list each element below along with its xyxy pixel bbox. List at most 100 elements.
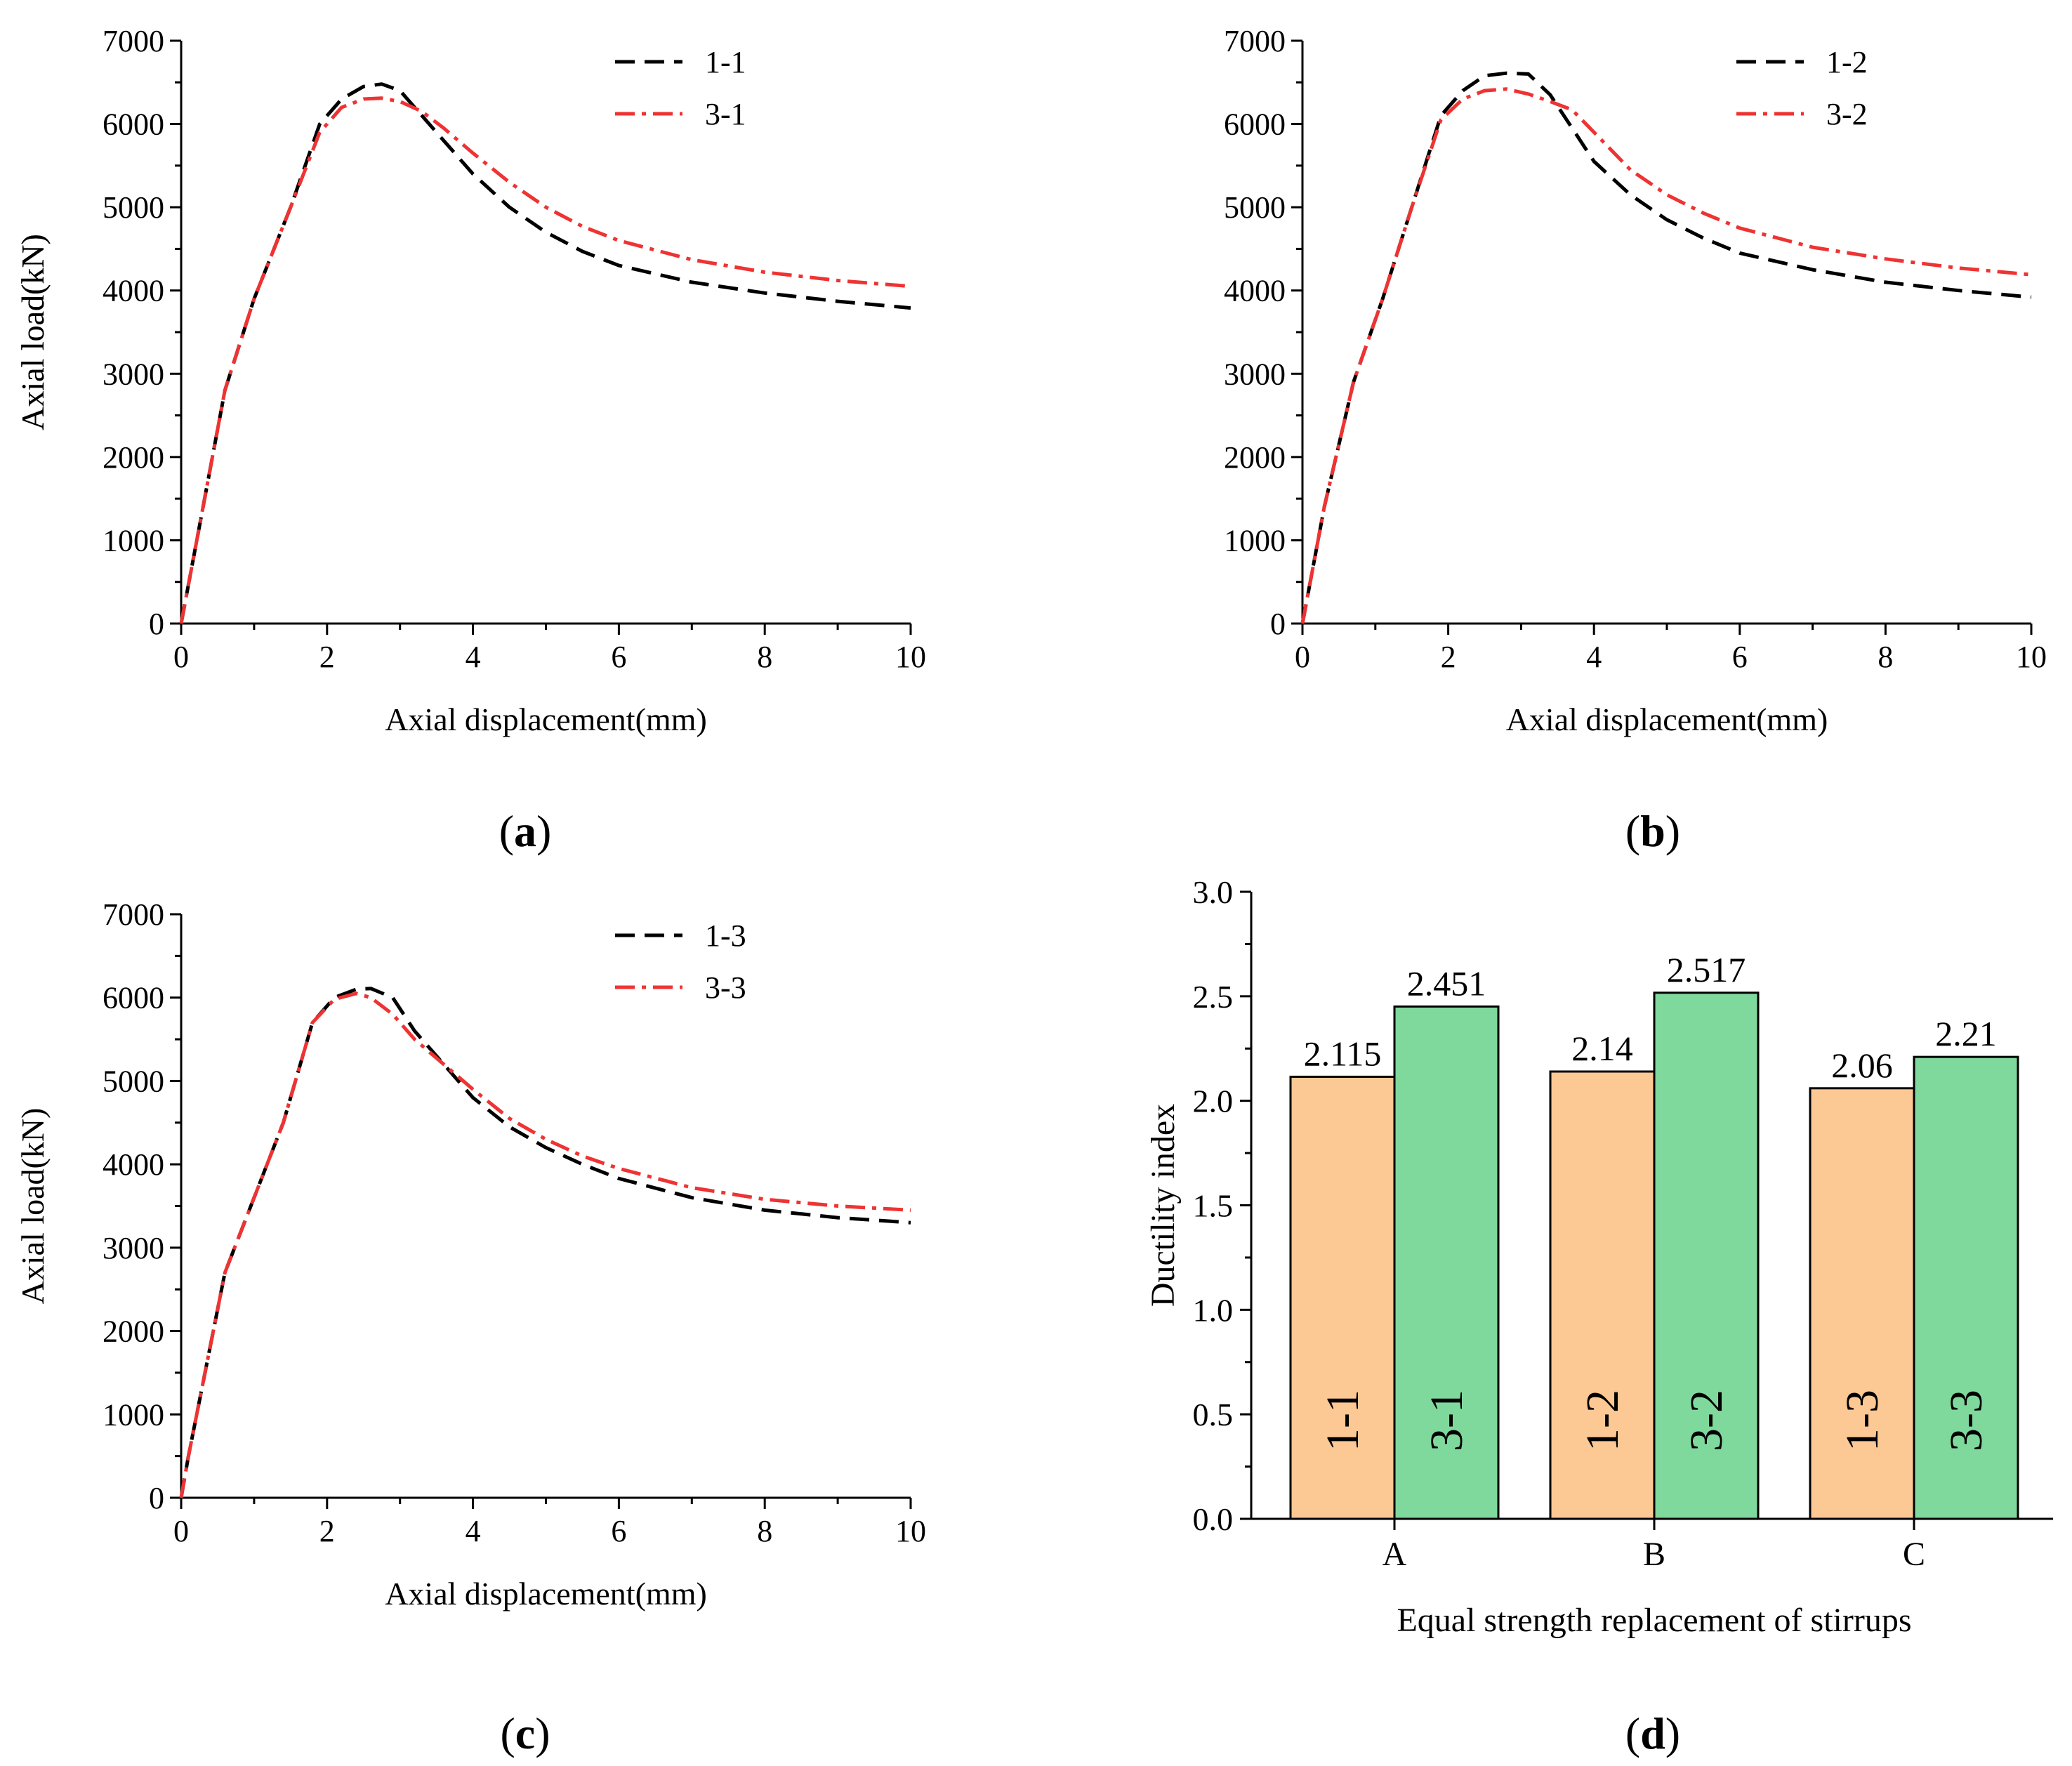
series-line-3-1 [179,96,911,624]
series-line-1-3 [179,987,911,1498]
y-tick-label: 0.5 [1193,1397,1234,1432]
y-tick-label: 2.5 [1193,979,1234,1015]
bar-3-1 [1393,1005,1500,1520]
bar-3-2 [1653,991,1760,1520]
x-tick-label: 4 [466,640,481,674]
y-tick-label: 1000 [103,1397,164,1432]
y-tick-label: 5000 [103,1064,164,1098]
y-tick-label: 0.0 [1193,1501,1234,1537]
bar-3-3 [1913,1055,2019,1520]
panel-label-letter: c [515,1708,535,1758]
panel-label-paren: ( [500,1708,515,1758]
bar-1-1 [1289,1075,1396,1520]
y-tick-label: 3000 [103,357,164,391]
y-tick-label: 0 [149,1481,164,1515]
panel-label-paren: ) [1665,1708,1680,1758]
y-tick-label: 2.0 [1193,1083,1234,1119]
y-tick-label: 0 [149,607,164,641]
y-tick-label: 1000 [1224,523,1286,558]
x-axis-label: Equal strength replacement of stirrups [1397,1602,1911,1639]
bar-inner-label: 3-1 [1421,1390,1472,1451]
x-tick-label: C [1903,1536,1925,1573]
legend-label: 1-2 [1826,45,1868,79]
y-tick-label: 3000 [103,1231,164,1265]
x-tick-label: 2 [319,640,335,674]
bar-inner-label: 3-2 [1681,1390,1732,1451]
x-tick-label: 8 [1878,640,1893,674]
legend-label: 1-1 [705,45,746,79]
y-tick-label: 4000 [103,1147,164,1182]
bar-1-3 [1809,1087,1915,1520]
x-tick-label: 2 [319,1514,335,1548]
legend-label: 1-3 [705,918,746,953]
panel-label: (d) [1625,1708,1680,1758]
legend-label: 3-2 [1826,97,1868,131]
bar-value-label: 2.517 [1667,950,1746,989]
x-tick-label: A [1383,1536,1407,1573]
y-tick-label: 2000 [1224,440,1286,475]
y-tick-label: 0 [1270,607,1286,641]
x-tick-label: 10 [895,640,926,674]
x-tick-label: 8 [757,1514,772,1548]
panel-label-letter: d [1640,1708,1665,1758]
y-tick-label: 3.0 [1193,874,1234,910]
x-tick-label: 8 [757,640,772,674]
x-tick-label: B [1643,1536,1665,1573]
y-tick-label: 7000 [1224,24,1286,58]
y-axis-label: Axial load(kN) [15,1108,51,1305]
bar-inner-label: 3-3 [1941,1390,1992,1451]
panel-label-paren: ) [536,806,551,856]
bar-value-label: 2.06 [1831,1046,1893,1085]
y-tick-label: 7000 [103,24,164,58]
panel-label-paren: ( [1625,1708,1640,1758]
bar-value-label: 2.21 [1935,1014,1997,1053]
y-tick-label: 6000 [103,981,164,1015]
x-tick-label: 0 [173,1514,189,1548]
y-tick-label: 6000 [1224,107,1286,142]
panel-label-letter: b [1640,806,1665,856]
y-tick-label: 6000 [103,107,164,142]
bar-1-2 [1549,1070,1656,1520]
y-tick-label: 2000 [103,1314,164,1349]
x-axis-label: Axial displacement(mm) [1506,701,1828,737]
x-tick-label: 0 [173,640,189,674]
panel-label: (b) [1625,806,1680,856]
bar-inner-label: 1-3 [1837,1390,1888,1451]
x-tick-label: 10 [895,1514,926,1548]
bar-value-label: 2.14 [1571,1029,1633,1068]
y-tick-label: 2000 [103,440,164,475]
x-tick-label: 6 [611,1514,626,1548]
panel-label: (a) [499,806,552,856]
x-tick-label: 4 [466,1514,481,1548]
y-axis-label: Axial load(kN) [15,234,51,430]
panel-label: (c) [500,1708,550,1758]
bar-chart-d: 2.115 1-1 2.451 3-1 A 2.14 1-2 2.517 3-2 B 2.06 1-3… [1144,874,2053,1758]
x-tick-label: 2 [1441,640,1456,674]
x-tick-label: 0 [1295,640,1310,674]
y-axis-label: Ductility index [1144,1104,1182,1307]
y-tick-label: 1.0 [1193,1292,1234,1328]
line-chart-b: 0 2 4 6 8 1001000200030004000500060007000Axia… [15,24,2047,856]
y-tick-label: 1000 [103,523,164,558]
legend-label: 3-1 [705,97,746,131]
panel-label-paren: ( [499,806,514,856]
x-axis-label: Axial displacement(mm) [385,701,707,737]
y-tick-label: 3000 [1224,357,1286,391]
x-tick-label: 4 [1586,640,1602,674]
panel-label-paren: ( [1625,806,1640,856]
series-line-1-1 [179,82,911,624]
line-chart-c: 0 2 4 6 8 10 0 1000 2000 3000 4000 5000 6000 7000 Axia… [15,897,926,1758]
x-axis-label: Axial displacement(mm) [385,1576,707,1612]
x-tick-label: 10 [2016,640,2047,674]
y-tick-label: 4000 [1224,274,1286,308]
y-tick-label: 1.5 [1193,1188,1234,1224]
panel-label-paren: ) [535,1708,550,1758]
legend-label: 3-3 [705,970,746,1005]
series-line-3-3 [179,991,911,1498]
series-line-1-2 [1300,71,2032,624]
y-tick-label: 7000 [103,897,164,932]
x-tick-label: 6 [611,640,626,674]
bar-value-label: 2.115 [1304,1034,1382,1073]
y-tick-label: 4000 [103,274,164,308]
